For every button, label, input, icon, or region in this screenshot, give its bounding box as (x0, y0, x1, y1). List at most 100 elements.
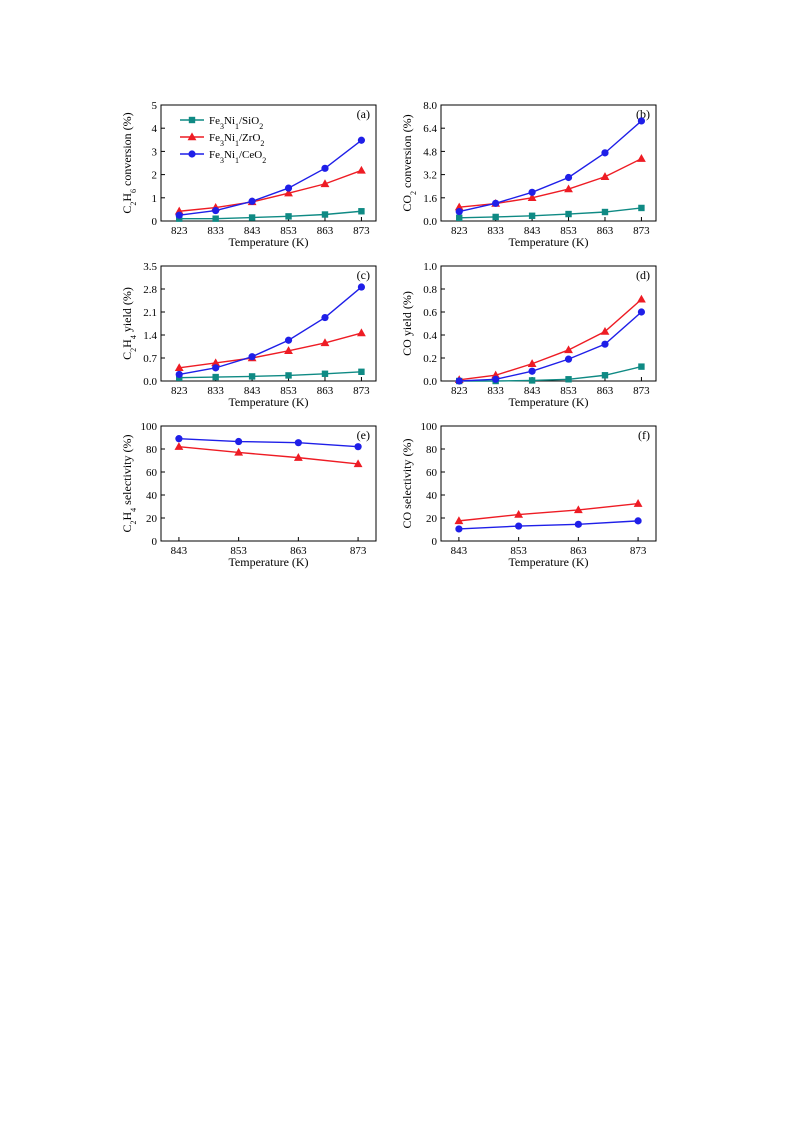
data-point-CeO2 (492, 199, 500, 207)
x-tick-label: 843 (244, 385, 261, 397)
data-point-ZrO2 (564, 345, 573, 354)
data-point-ZrO2 (637, 294, 646, 303)
y-tick-label: 2.1 (143, 307, 157, 319)
data-point-ZrO2 (353, 459, 363, 468)
x-tick-label: 873 (630, 545, 647, 557)
x-tick-label: 853 (560, 225, 577, 237)
panel-label: (b) (636, 107, 650, 121)
data-point-CeO2 (455, 525, 463, 533)
x-tick-label: 853 (230, 545, 247, 557)
y-tick-label: 60 (146, 467, 158, 479)
data-point-ZrO2 (454, 202, 464, 211)
y-axis-label: CO selectivity (%) (400, 439, 414, 529)
plot-frame (440, 425, 657, 542)
data-point-CeO2 (574, 520, 582, 528)
data-point-SiO2 (638, 204, 645, 212)
chart-panel-f: 0 20 40 60 80 100 843 853 863 873 Temperature (K) C… (400, 421, 657, 569)
panel-label: (e) (357, 428, 370, 442)
y-tick-label: 0.0 (423, 376, 437, 388)
data-point-CeO2 (212, 364, 220, 372)
legend-marker-ZrO2 (187, 132, 197, 141)
series-line-ZrO2 (178, 446, 359, 465)
data-point-ZrO2 (234, 447, 244, 456)
data-point-ZrO2 (527, 193, 537, 201)
legend-marker-SiO2 (188, 116, 196, 124)
y-tick-label: 8.0 (423, 100, 437, 112)
x-tick-label: 843 (171, 545, 188, 557)
y-tick-label: 2.8 (143, 284, 157, 296)
data-point-CeO2 (294, 439, 302, 447)
y-tick-label: 0 (432, 536, 438, 548)
x-tick-label: 853 (510, 545, 527, 557)
x-tick-label: 873 (633, 225, 650, 237)
x-axis-label: Temperature (K) (508, 395, 588, 409)
data-point-CeO2 (564, 173, 573, 182)
plot-frame (160, 104, 377, 222)
y-axis-label: C2H4 selectivity (%) (120, 435, 138, 533)
legend-label-CeO2: Fe3Ni1/CeO2 (209, 149, 266, 165)
series-line-SiO2 (459, 365, 642, 382)
data-point-CeO2 (455, 377, 463, 385)
data-point-SiO2 (565, 210, 572, 218)
data-point-ZrO2 (284, 346, 293, 354)
data-point-ZrO2 (514, 509, 524, 518)
data-point-CeO2 (175, 370, 183, 379)
data-point-SiO2 (285, 213, 292, 220)
x-tick-label: 843 (244, 225, 261, 237)
data-point-CeO2 (601, 149, 609, 157)
series-line-CeO2 (179, 139, 362, 216)
y-tick-label: 20 (146, 513, 158, 525)
y-tick-label: 0.0 (143, 376, 157, 388)
y-tick-label: 80 (426, 444, 438, 456)
chart-panel-c: 0.0 0.7 1.4 2.1 2.8 3.5 823 833 843 853 863 873 Temp… (120, 261, 377, 409)
y-tick-label: 2 (152, 170, 158, 182)
chart-panel-b: 0.0 1.6 3.2 4.8 6.4 8.0 823 833 843 853 863 873 Temp… (400, 100, 657, 249)
y-tick-label: 0.4 (423, 330, 437, 342)
y-tick-label: 100 (421, 421, 438, 433)
x-tick-label: 833 (487, 385, 504, 397)
series-line-SiO2 (459, 207, 642, 219)
x-tick-label: 823 (171, 385, 188, 397)
series-line-ZrO2 (459, 158, 642, 208)
data-point-CeO2 (321, 313, 329, 322)
data-point-ZrO2 (293, 453, 303, 461)
y-tick-label: 0 (152, 216, 158, 228)
plot-frame (440, 104, 657, 222)
panel-label: (c) (357, 268, 370, 282)
panel-label: (d) (636, 268, 650, 282)
y-tick-label: 40 (146, 490, 158, 502)
data-point-CeO2 (175, 435, 183, 443)
data-point-ZrO2 (320, 179, 330, 188)
series-line-ZrO2 (179, 169, 362, 212)
data-point-SiO2 (528, 377, 536, 384)
data-point-CeO2 (564, 355, 573, 363)
x-tick-label: 843 (451, 545, 468, 557)
data-point-ZrO2 (211, 358, 221, 367)
series-line-ZrO2 (458, 502, 639, 522)
x-tick-label: 853 (280, 225, 297, 237)
y-tick-label: 0.7 (143, 353, 157, 365)
x-axis-label: Temperature (K) (508, 235, 588, 249)
data-point-CeO2 (637, 308, 646, 316)
series-line-CeO2 (458, 520, 639, 530)
data-point-CeO2 (528, 367, 536, 375)
data-point-CeO2 (235, 437, 243, 446)
data-point-CeO2 (284, 184, 293, 192)
data-point-CeO2 (601, 340, 609, 348)
data-point-CeO2 (248, 353, 256, 361)
series-line-CeO2 (459, 120, 642, 213)
data-point-ZrO2 (284, 188, 293, 197)
data-point-ZrO2 (633, 499, 643, 507)
data-point-SiO2 (601, 208, 609, 216)
x-tick-label: 853 (560, 385, 577, 397)
y-tick-label: 4.8 (423, 146, 437, 158)
x-tick-label: 863 (570, 545, 587, 557)
y-tick-label: 0.6 (423, 307, 437, 319)
x-axis-label: Temperature (K) (228, 235, 308, 249)
series-line-ZrO2 (179, 332, 362, 369)
plot-frame (160, 265, 377, 382)
y-tick-label: 5 (152, 100, 158, 112)
y-axis-label: C2H6 conversion (%) (120, 112, 138, 213)
